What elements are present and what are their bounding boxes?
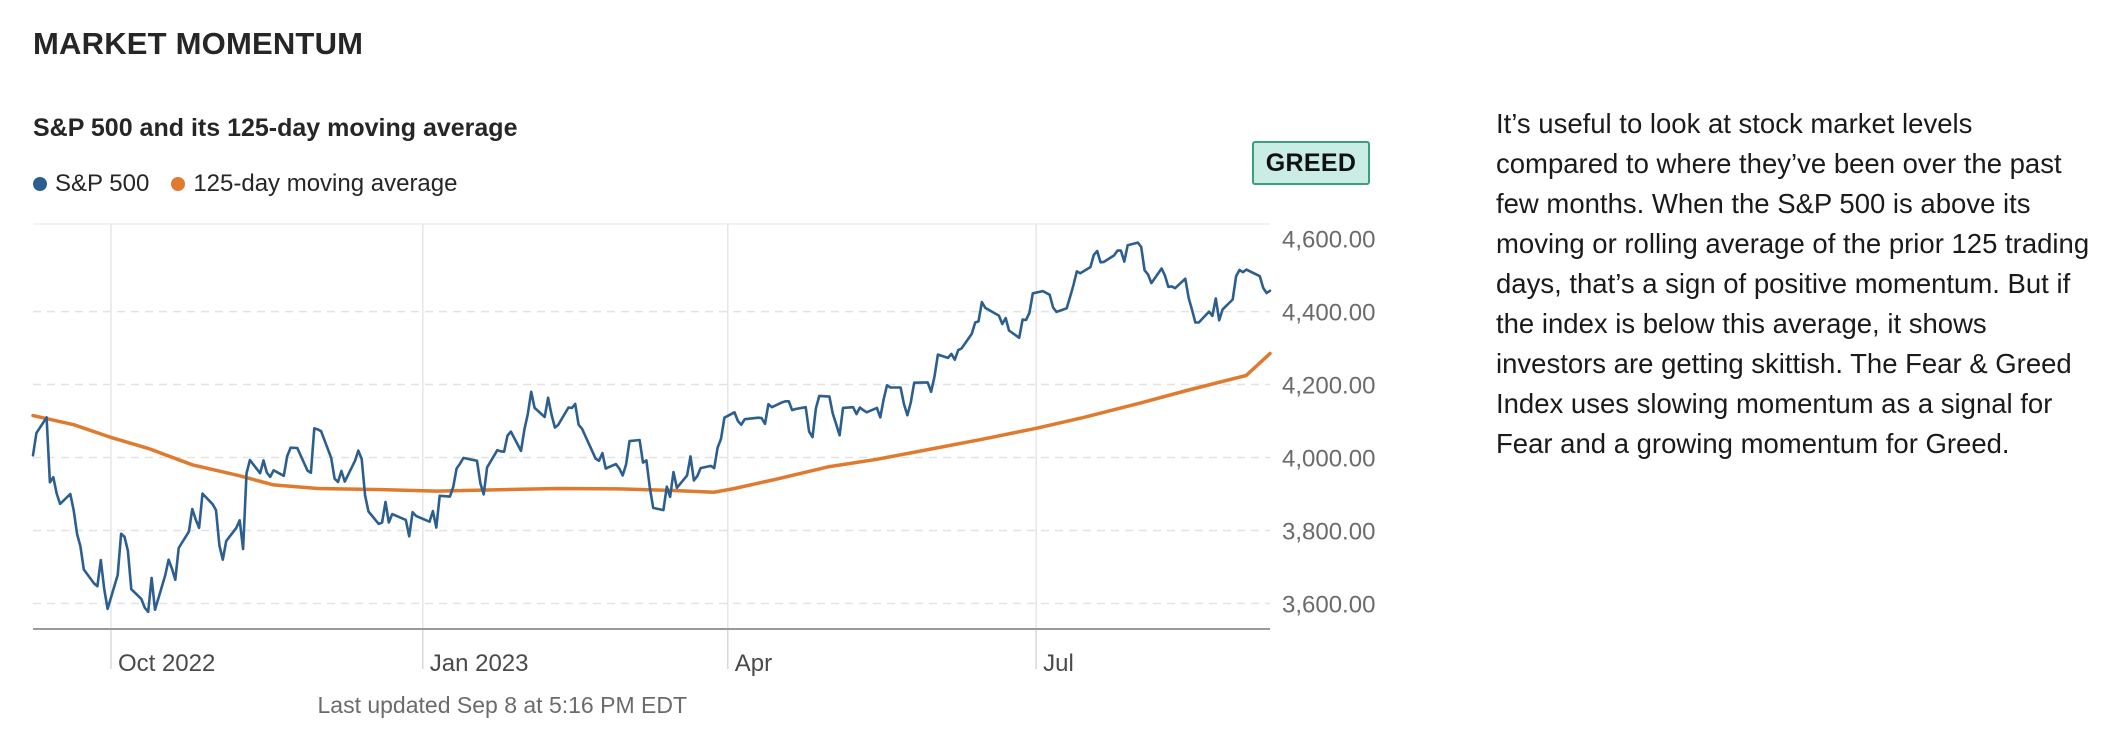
x-tick-label: Jul <box>1043 650 1074 677</box>
series-line-moving-average <box>31 351 1272 494</box>
series-line-sp500 <box>31 241 1272 614</box>
y-tick-label: 3,600.00 <box>1282 591 1375 618</box>
legend-item-moving-average: 125-day moving average <box>171 170 457 198</box>
legend-label-moving-average: 125-day moving average <box>193 170 458 197</box>
y-tick-label: 4,400.00 <box>1282 300 1375 327</box>
last-updated-text: Last updated Sep 8 at 5:16 PM EDT <box>317 692 687 718</box>
x-tick-label: Jan 2023 <box>430 650 529 677</box>
legend-item-sp500: S&P 500 <box>33 170 149 198</box>
x-tick-label: Oct 2022 <box>118 650 215 677</box>
section-title: MARKET MOMENTUM <box>33 26 364 61</box>
line-chart: 3,600.00 3,800.00 4,000.00 4,200.00 4,400.00… <box>31 223 1375 677</box>
legend-dot-moving-average <box>171 177 186 191</box>
x-tick-label: Apr <box>735 650 772 677</box>
legend-label-sp500: S&P 500 <box>55 170 150 197</box>
chart-card: S&P 500 and its 125-day moving average S… <box>31 114 1375 718</box>
greed-badge: GREED <box>1252 141 1370 185</box>
chart-title: S&P 500 and its 125-day moving average <box>33 114 518 142</box>
y-tick-label: 4,600.00 <box>1282 227 1375 254</box>
legend-dot-sp500 <box>33 177 47 191</box>
y-tick-label: 4,000.00 <box>1282 446 1375 473</box>
momentum-description: It’s useful to look at stock market leve… <box>1496 108 2090 459</box>
y-tick-label: 4,200.00 <box>1282 373 1375 400</box>
y-tick-label: 3,800.00 <box>1282 518 1375 545</box>
chart-legend: S&P 500 125-day moving average <box>33 170 479 198</box>
